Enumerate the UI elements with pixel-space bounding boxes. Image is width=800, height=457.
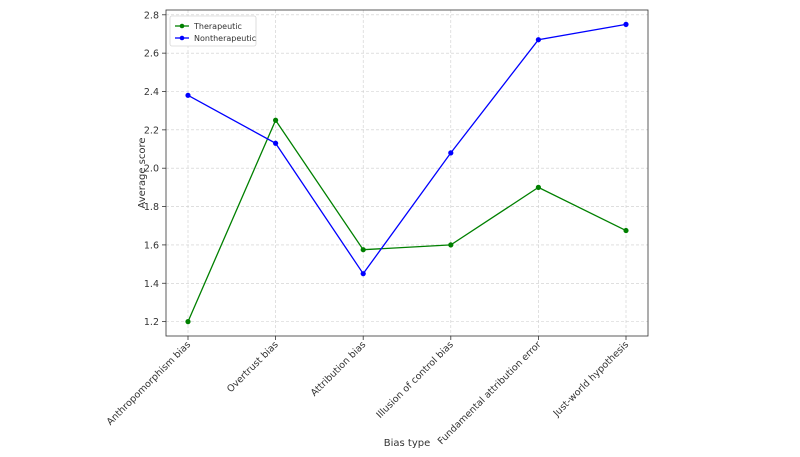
x-axis-ticks: Anthropomorphism bias Overtrust bias Attri…	[105, 336, 631, 447]
series-line	[187, 23, 627, 275]
data-point	[535, 37, 542, 43]
x-tick-label: Just-world hypothesis	[551, 339, 631, 419]
data-point	[185, 92, 191, 98]
data-point	[273, 140, 279, 146]
data-point	[448, 242, 454, 248]
grid	[166, 10, 648, 336]
y-tick-label: 2.2	[144, 125, 159, 136]
series-line	[187, 118, 627, 322]
y-tick-label: 1.8	[144, 202, 159, 213]
x-tick-label: Attribution bias	[309, 339, 368, 398]
data-series	[185, 21, 629, 325]
y-tick-label: 1.4	[144, 279, 159, 290]
data-point	[360, 247, 366, 253]
data-point	[185, 319, 191, 325]
x-axis-label: Bias type	[384, 438, 431, 449]
y-axis-label: Average score	[137, 137, 148, 208]
y-tick-label: 2.4	[144, 87, 159, 98]
data-point	[448, 150, 454, 156]
y-tick-label: 1.2	[144, 317, 159, 328]
y-tick-label: 2.6	[144, 49, 159, 60]
y-axis-ticks: 1.2 1.4 1.6 1.8 2.0 2.2 2.4 2.6 2.8	[144, 10, 166, 328]
data-point	[273, 117, 279, 123]
legend: Therapeutic Nontherapeutic	[169, 15, 257, 47]
y-tick-label: 1.6	[144, 240, 159, 251]
legend-marker	[179, 23, 185, 29]
legend-label: Therapeutic	[193, 22, 242, 31]
legend-box	[169, 15, 257, 47]
data-point	[535, 184, 542, 190]
legend-marker	[179, 35, 185, 41]
data-point	[623, 227, 629, 234]
x-tick-label: Overtrust bias	[225, 339, 281, 395]
series-nontherapeutic	[185, 21, 629, 277]
x-tick-label: Illusion of control bias	[375, 339, 456, 420]
plot-area-frame	[165, 9, 649, 337]
x-tick-label: Fundamental attribution error	[436, 339, 544, 447]
y-tick-label: 2.0	[144, 164, 159, 175]
axes	[165, 9, 649, 337]
x-tick-label: Anthropomorphism bias	[105, 339, 193, 427]
legend-label: Nontherapeutic	[194, 34, 256, 43]
data-point	[360, 271, 366, 277]
y-tick-label: 2.8	[144, 10, 159, 21]
series-therapeutic	[185, 117, 629, 325]
data-point	[623, 21, 629, 27]
